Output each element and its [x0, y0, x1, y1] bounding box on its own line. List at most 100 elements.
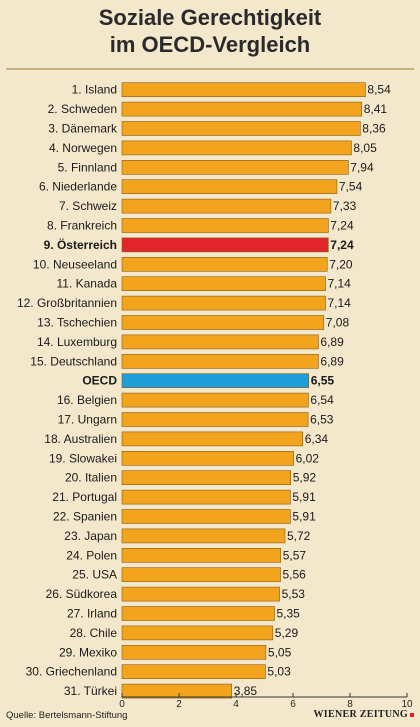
value-label: 5,29 — [275, 626, 299, 640]
category-label: 2. Schweden — [48, 102, 117, 116]
value-label: 5,05 — [268, 645, 292, 659]
value-label: 6,53 — [310, 413, 334, 427]
value-label: 5,72 — [287, 529, 311, 543]
bar — [121, 179, 338, 194]
category-label: 7. Schweiz — [59, 199, 117, 213]
category-label: 17. Ungarn — [58, 413, 117, 427]
bar — [121, 237, 329, 253]
value-label: 6,34 — [305, 432, 329, 446]
bar — [121, 412, 309, 427]
x-tick-label: 2 — [176, 699, 182, 710]
category-label: 15. Deutschland — [30, 354, 117, 368]
value-label: 5,03 — [267, 665, 291, 679]
bar — [121, 315, 325, 330]
bar — [121, 198, 332, 214]
bar — [121, 528, 286, 544]
bar — [121, 256, 328, 272]
category-label: 29. Mexiko — [59, 645, 117, 659]
value-label: 6,89 — [320, 354, 344, 368]
bar — [121, 509, 291, 524]
value-label: 6,54 — [310, 393, 334, 407]
category-label: 31. Türkei — [64, 684, 117, 698]
x-tick-label: 10 — [401, 699, 413, 710]
bar — [121, 664, 266, 680]
value-label: 5,91 — [292, 490, 316, 504]
value-label: 5,56 — [283, 568, 307, 582]
value-label: 5,53 — [282, 587, 306, 601]
bar — [121, 276, 326, 292]
value-label: 5,91 — [292, 510, 316, 524]
value-label: 5,57 — [283, 548, 307, 562]
bar — [121, 101, 362, 117]
category-label: 3. Dänemark — [48, 122, 118, 136]
bar — [121, 218, 329, 233]
value-label: 7,94 — [350, 160, 374, 174]
bar — [121, 140, 352, 156]
bar — [121, 353, 319, 369]
category-label: 30. Griechenland — [26, 665, 117, 679]
category-label: 14. Luxemburg — [37, 335, 117, 349]
bar — [121, 334, 319, 350]
bar — [121, 489, 291, 505]
value-label: 8,36 — [362, 122, 386, 136]
category-label: OECD — [82, 374, 117, 388]
bar — [121, 295, 326, 311]
value-label: 5,35 — [277, 607, 301, 621]
chart-title: Soziale Gerechtigkeit im OECD-Vergleich — [0, 4, 420, 58]
value-label: 7,20 — [329, 257, 353, 271]
category-label: 10. Neuseeland — [33, 257, 117, 271]
category-label: 28. Chile — [70, 626, 118, 640]
category-label: 22. Spanien — [53, 510, 117, 524]
category-label: 4. Norwegen — [49, 141, 117, 155]
bar — [121, 567, 281, 583]
bar — [121, 431, 303, 447]
category-label: 8. Frankreich — [47, 219, 117, 233]
category-label: 11. Kanada — [57, 277, 118, 291]
chart-title-line-1: Soziale Gerechtigkeit — [98, 5, 322, 30]
bar — [121, 450, 294, 466]
x-tick-label: 8 — [347, 699, 353, 710]
value-label: 7,08 — [326, 316, 350, 330]
value-label: 8,54 — [367, 83, 391, 97]
bar — [121, 625, 274, 641]
bar — [121, 606, 275, 621]
bar — [121, 392, 309, 408]
category-label: 18. Australien — [44, 432, 117, 446]
value-label: 7,33 — [333, 199, 357, 213]
value-label: 6,55 — [311, 374, 335, 388]
category-label: 9. Österreich — [44, 237, 117, 252]
category-label: 19. Slowakei — [49, 451, 117, 465]
category-label: 26. Südkorea — [46, 587, 118, 601]
x-tick-label: 0 — [119, 699, 125, 710]
value-label: 6,89 — [320, 335, 344, 349]
bar — [121, 121, 361, 136]
value-label: 8,05 — [353, 141, 377, 155]
category-label: 25. USA — [72, 568, 117, 582]
x-tick-label: 6 — [290, 699, 296, 710]
value-label: 6,02 — [296, 451, 320, 465]
value-label: 5,92 — [293, 471, 317, 485]
category-label: 20. Italien — [65, 471, 117, 485]
value-label: 3,85 — [234, 684, 258, 698]
category-label: 6. Niederlande — [39, 180, 117, 194]
value-label: 7,24 — [330, 238, 354, 252]
value-label: 7,54 — [339, 180, 363, 194]
category-label: 16. Belgien — [57, 393, 117, 407]
category-label: 23. Japan — [64, 529, 117, 543]
category-label: 5. Finnland — [58, 160, 117, 174]
source-note: Quelle: Bertelsmann-Stiftung — [6, 710, 128, 721]
x-tick-label: 4 — [233, 699, 239, 710]
category-label: 24. Polen — [66, 548, 117, 562]
bar — [121, 644, 267, 660]
category-label: 12. Großbritannien — [17, 296, 117, 310]
title-divider — [6, 68, 414, 70]
bar — [121, 82, 366, 97]
logo-mark-icon — [410, 712, 414, 717]
value-label: 7,24 — [330, 219, 354, 233]
value-label: 7,14 — [328, 296, 352, 310]
publisher-logo-text: WIENER ZEITUNG — [313, 709, 408, 720]
category-label: 21. Portugal — [52, 490, 117, 504]
bar — [121, 683, 232, 699]
bar — [121, 373, 309, 389]
